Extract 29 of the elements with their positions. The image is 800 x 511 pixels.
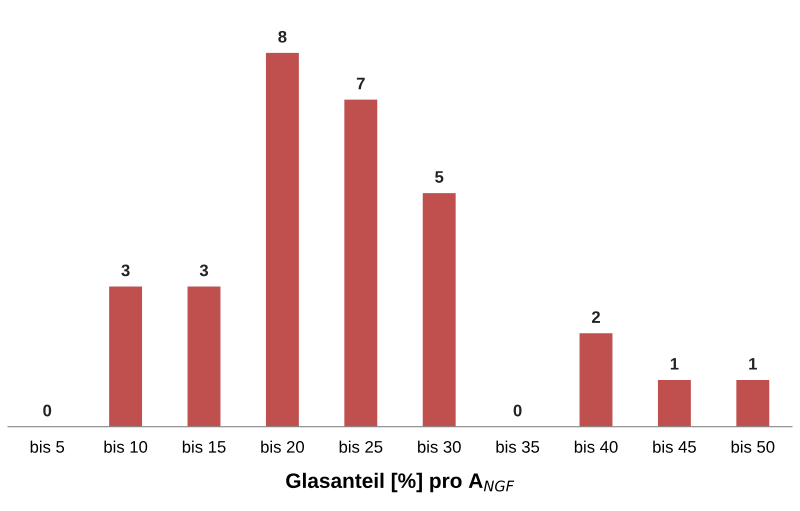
x-tick-label: bis 45	[653, 440, 696, 453]
x-tick-label: bis 30	[418, 440, 461, 453]
bar	[188, 286, 220, 427]
bar	[109, 286, 142, 427]
data-label: 5	[435, 171, 444, 183]
data-label: 1	[749, 358, 757, 370]
data-label: 3	[121, 264, 130, 276]
data-label: 1	[670, 358, 679, 370]
x-tick-label: bis 25	[340, 440, 382, 453]
x-tick-label: bis 20	[261, 440, 304, 453]
x-axis-title: Glasanteil [%] pro A$_{NGF}$	[286, 472, 514, 492]
data-label: 0	[43, 404, 52, 416]
x-tick-label: bis 50	[732, 440, 774, 453]
x-tick-label: bis 40	[574, 440, 618, 453]
bar	[266, 52, 299, 427]
x-tick-label: bis 5	[30, 440, 64, 453]
x-tick-label: bis 15	[182, 440, 226, 453]
data-label: 2	[592, 311, 600, 323]
bar	[422, 193, 456, 427]
data-label: 3	[200, 264, 208, 276]
x-tick-label: bis 35	[496, 440, 540, 453]
bar	[658, 380, 691, 427]
data-label: 8	[278, 30, 287, 43]
data-label: 7	[356, 78, 365, 90]
data-label: 0	[514, 404, 522, 416]
x-tick-label: bis 10	[104, 440, 148, 453]
bar	[580, 333, 612, 427]
bar	[344, 100, 378, 427]
bar	[736, 380, 770, 427]
